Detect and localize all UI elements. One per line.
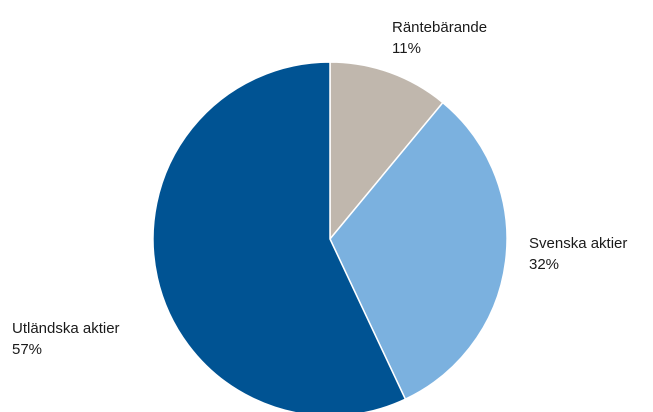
pie-slice-utlandska-aktier bbox=[152, 61, 407, 412]
slice-label-text: Räntebärande bbox=[392, 19, 487, 36]
slice-label-text: Svenska aktier bbox=[529, 235, 627, 252]
slice-label-svenska-aktier: Svenska aktier 32% bbox=[529, 235, 627, 273]
slice-value-text: 11% bbox=[392, 40, 421, 57]
slice-label-text: Utländska aktier bbox=[12, 320, 120, 337]
slice-label-utlandska-aktier: Utländska aktier 57% bbox=[12, 320, 120, 358]
pie-slices bbox=[152, 61, 508, 412]
slice-label-rantebarande: Räntebärande 11% bbox=[392, 19, 487, 57]
slice-value-text: 32% bbox=[529, 256, 559, 273]
pie-slice-rantebarande bbox=[329, 61, 444, 242]
pie-slice-svenska-aktier bbox=[329, 101, 508, 401]
slice-value-text: 57% bbox=[12, 341, 42, 358]
